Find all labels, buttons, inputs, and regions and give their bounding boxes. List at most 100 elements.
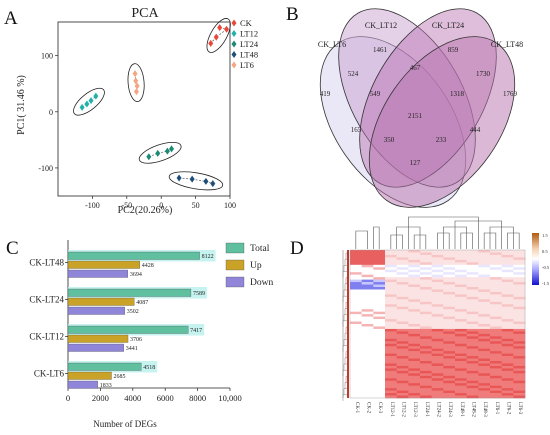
heatmap-cell (443, 385, 456, 389)
heatmap-cell (350, 274, 362, 278)
heatmap-cell (431, 390, 444, 394)
heatmap-cell (501, 250, 514, 253)
heatmap-cell (408, 321, 421, 325)
heatmap-cell (408, 257, 421, 261)
colorbar-tick-label: 0.5 (542, 249, 548, 254)
heatmap-row (350, 368, 526, 372)
heatmap-cell (396, 264, 409, 268)
heatmap-cell (478, 279, 491, 283)
heatmap-cell (466, 393, 479, 396)
heatmap-cell (361, 333, 374, 337)
heatmap-cell (490, 257, 502, 261)
heatmap-cell (431, 314, 444, 317)
colorbar-bar (532, 233, 539, 285)
heatmap-row (350, 294, 526, 298)
heatmap-cell (408, 356, 421, 359)
bar-value-label: 3502 (127, 309, 139, 315)
heatmap-column-label: LT24-3 (447, 402, 452, 417)
heatmap-cell (478, 289, 491, 293)
heatmap-cell (350, 328, 362, 332)
heatmap-cell (478, 380, 491, 384)
heatmap-cell (501, 309, 514, 312)
heatmap-cell (513, 373, 526, 377)
heatmap-cell (455, 370, 467, 374)
heatmap-cell (385, 289, 397, 293)
heatmap-cell (501, 316, 514, 320)
heatmap-cell (420, 277, 432, 280)
heatmap-cell (478, 254, 491, 258)
heatmap-cell (513, 321, 526, 325)
heatmap-cell (373, 306, 386, 310)
heatmap-cell (443, 356, 456, 359)
heatmap-cell (443, 321, 456, 325)
heatmap-cell (350, 361, 362, 364)
heatmap-cell (431, 282, 444, 285)
heatmap-cell (373, 319, 386, 322)
pca-confidence-ellipse (73, 87, 105, 116)
bar-value-label: 4087 (136, 300, 148, 306)
heatmap-cell (350, 289, 362, 293)
heatmap-cell (490, 333, 502, 337)
heatmap-cell (396, 385, 409, 389)
heatmap-cell (408, 373, 421, 377)
heatmap-cell (490, 304, 502, 308)
heatmap-cell (501, 358, 514, 362)
bar-legend-swatch (225, 242, 245, 254)
heatmap-cell (466, 375, 479, 379)
heatmap-cell (350, 321, 362, 325)
bar-legend: Total Up Down (225, 242, 273, 288)
heatmap-cell (490, 287, 502, 290)
heatmap-cell (420, 336, 432, 340)
heatmap-cell (501, 314, 514, 317)
heatmap-cell (431, 274, 444, 278)
heatmap-cell (466, 356, 479, 359)
heatmap-row (350, 378, 526, 382)
heatmap-column-label: CK-3 (377, 402, 382, 414)
heatmap-cell (373, 324, 386, 327)
heatmap-cell (513, 343, 526, 347)
heatmap-cell (490, 393, 502, 396)
heatmap-cell (350, 385, 362, 389)
heatmap-cell (350, 363, 362, 367)
heatmap-cell (490, 272, 502, 275)
heatmap-column-label: LT12-2 (401, 402, 406, 417)
heatmap-cell (490, 395, 502, 399)
heatmap-cell (513, 306, 526, 310)
venn-region-value: 444 (470, 126, 481, 134)
heatmap-cell (408, 363, 421, 367)
heatmap-cell (373, 277, 386, 280)
heatmap-cell (501, 375, 514, 379)
heatmap-cell (478, 338, 491, 342)
heatmap-cell (443, 319, 456, 322)
deg-bar-chart: 0 2000 4000 6000 8000 10,000 CK-LT48 8122 442836… (29, 240, 273, 429)
heatmap-cell (490, 282, 502, 285)
heatmap-cell (501, 338, 514, 342)
pca-legend-label: LT24 (240, 39, 259, 49)
heatmap-cell (420, 274, 432, 278)
heatmap-cell (373, 390, 386, 394)
heatmap-cell (455, 348, 467, 352)
heatmap-cell (396, 284, 409, 288)
heatmap-cell (478, 252, 491, 256)
heatmap-cell (443, 284, 456, 288)
heatmap-cell (408, 380, 421, 384)
bar-down (67, 343, 124, 352)
heatmap-cell (466, 304, 479, 308)
heatmap-cell (455, 368, 467, 372)
heatmap-cell (455, 259, 467, 263)
panel-label-b: B (286, 4, 299, 25)
heatmap-cell (385, 343, 397, 347)
heatmap-cell (396, 272, 409, 275)
heatmap-cell (478, 331, 491, 335)
heatmap-cell (350, 388, 362, 391)
heatmap-cell (431, 252, 444, 256)
heatmap-cell (513, 333, 526, 337)
heatmap-cell (385, 378, 397, 382)
heatmap-cell (443, 378, 456, 382)
heatmap-cell (466, 341, 479, 345)
heatmap-cell (466, 383, 479, 386)
heatmap-cell (501, 296, 514, 300)
heatmap-cell (466, 306, 479, 310)
heatmap-cell (396, 252, 409, 256)
